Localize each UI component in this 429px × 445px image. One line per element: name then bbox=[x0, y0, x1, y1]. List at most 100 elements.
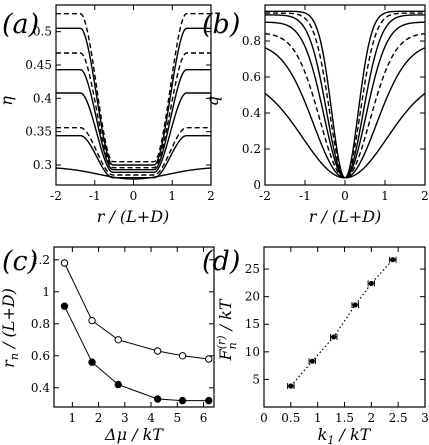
open-marker bbox=[205, 355, 213, 363]
density-curve bbox=[55, 167, 212, 180]
order-curve bbox=[265, 12, 425, 179]
density-curve bbox=[56, 27, 211, 166]
y-tick-label: 0.6 bbox=[31, 349, 50, 363]
x-tick-label: 3 bbox=[121, 411, 129, 425]
y-tick-label: 10 bbox=[245, 345, 260, 359]
y-tick-label: 0.4 bbox=[33, 91, 52, 105]
open-marker bbox=[153, 347, 162, 355]
x-tick-label: -2 bbox=[50, 189, 62, 203]
panel-a-plot: -2 -1 0 1 2 0.3 0.35 0.4 0.45 0.5 bbox=[25, 5, 215, 203]
panel-c-plot: 1 2 3 4 5 6 0.4 0.6 0.8 1 1.2 bbox=[31, 247, 214, 425]
y-tick-label: 1.2 bbox=[31, 253, 50, 267]
panel-d-xlabel: k1 / kT bbox=[318, 425, 372, 445]
panel-c-ylabel: rn / (L+D) bbox=[0, 288, 21, 368]
density-curve bbox=[56, 126, 211, 176]
density-curve bbox=[56, 92, 211, 174]
filled-marker bbox=[153, 395, 162, 403]
x-tick-label: 2 bbox=[368, 411, 376, 425]
panel-b-plot: -2 -1 0 1 2 0 0.2 0.4 0.6 0.8 bbox=[242, 5, 429, 203]
x-tick-label: -2 bbox=[259, 189, 271, 203]
y-tick-label: 0.4 bbox=[242, 106, 261, 120]
y-tick-label: 0.6 bbox=[242, 70, 261, 84]
order-curve bbox=[264, 21, 426, 179]
density-curve bbox=[56, 52, 211, 169]
open-marker bbox=[88, 316, 96, 325]
order-curve bbox=[265, 10, 425, 179]
density-curve bbox=[56, 68, 211, 171]
open-marker bbox=[178, 352, 187, 360]
panel-d-plot: 0 0.5 1 1.5 2 2.5 3 5 10 15 20 25 bbox=[245, 247, 429, 425]
panel-c-tag: (c) bbox=[2, 246, 38, 277]
radius-line bbox=[64, 262, 209, 360]
panel-a: -2 -1 0 1 2 0.3 0.35 0.4 0.45 0.5 (a) η r / (L+D) bbox=[0, 4, 215, 226]
panel-c-frame bbox=[53, 246, 215, 408]
x-tick-label: 2 bbox=[421, 189, 429, 203]
panel-d-frame bbox=[263, 246, 426, 408]
x-tick-label: 0.5 bbox=[281, 411, 300, 425]
data-point bbox=[368, 280, 374, 287]
filled-marker bbox=[88, 358, 96, 366]
y-tick-label: 1 bbox=[42, 285, 50, 299]
density-curve bbox=[56, 134, 211, 179]
y-tick-label: 25 bbox=[245, 262, 260, 276]
x-tick-label: 2 bbox=[95, 411, 103, 425]
x-tick-label: 1 bbox=[69, 411, 77, 425]
filled-marker bbox=[114, 380, 122, 389]
panel-c: 1 2 3 4 5 6 0.4 0.6 0.8 1 1.2 (c) rn / (L+D) Δμ / … bbox=[0, 246, 215, 444]
panel-b-frame bbox=[264, 4, 426, 186]
panel-a-frame bbox=[55, 4, 212, 186]
data-point bbox=[390, 257, 396, 263]
panel-b-ylabel: q bbox=[203, 96, 222, 106]
x-tick-label: 2 bbox=[207, 189, 215, 203]
order-curve bbox=[265, 14, 425, 179]
x-tick-label: 3 bbox=[421, 411, 429, 425]
x-tick-label: 6 bbox=[200, 411, 208, 425]
y-tick-label: 0.5 bbox=[33, 25, 52, 39]
y-tick-label: 0.35 bbox=[25, 125, 52, 139]
x-tick-label: -1 bbox=[89, 189, 101, 203]
y-tick-label: 0.3 bbox=[33, 158, 52, 172]
x-tick-label: 2.5 bbox=[389, 411, 408, 425]
filled-marker bbox=[178, 396, 187, 405]
y-tick-label: 5 bbox=[252, 372, 260, 386]
x-tick-label: 0 bbox=[130, 189, 138, 203]
radius-line bbox=[64, 305, 209, 402]
x-tick-label: 1.5 bbox=[335, 411, 354, 425]
y-tick-label: 0.8 bbox=[31, 317, 50, 331]
x-tick-label: 1 bbox=[314, 411, 322, 425]
open-marker bbox=[60, 259, 69, 267]
y-tick-label: 0.4 bbox=[31, 381, 50, 395]
panel-b-xlabel: r / (L+D) bbox=[309, 207, 382, 226]
panel-b: -2 -1 0 1 2 0 0.2 0.4 0.6 0.8 (b) q r / (L+D) bbox=[202, 4, 429, 226]
open-marker bbox=[114, 336, 122, 344]
panel-b-tag: (b) bbox=[202, 9, 240, 40]
data-point bbox=[352, 302, 358, 308]
data-point bbox=[309, 358, 315, 364]
y-tick-label: 0 bbox=[253, 178, 261, 192]
data-point bbox=[288, 383, 294, 389]
panel-a-tag: (a) bbox=[2, 9, 39, 40]
y-tick-label: 0.45 bbox=[25, 58, 52, 72]
x-tick-label: 0 bbox=[260, 411, 268, 425]
x-tick-label: 1 bbox=[381, 189, 389, 203]
x-tick-label: 5 bbox=[173, 411, 181, 425]
y-tick-label: 0.8 bbox=[242, 34, 261, 48]
x-tick-label: 0 bbox=[341, 189, 349, 203]
x-tick-label: 4 bbox=[147, 411, 155, 425]
y-tick-label: 15 bbox=[245, 317, 260, 331]
panel-c-xlabel: Δμ / kT bbox=[104, 425, 164, 444]
panel-a-ylabel: η bbox=[0, 96, 16, 106]
y-tick-label: 20 bbox=[245, 290, 260, 304]
order-curve bbox=[264, 47, 426, 179]
panel-d-ylabel: Fn(r) / kT bbox=[215, 298, 239, 361]
panel-d-tag: (d) bbox=[202, 246, 240, 277]
filled-marker bbox=[205, 396, 213, 405]
density-curve bbox=[56, 12, 211, 163]
y-tick-label: 0.2 bbox=[242, 142, 261, 156]
panel-d: 0 0.5 1 1.5 2 2.5 3 5 10 15 20 25 (d) Fn(r) / kT k1… bbox=[202, 246, 429, 445]
fit-line bbox=[290, 259, 394, 387]
panel-a-xlabel: r / (L+D) bbox=[97, 207, 170, 226]
data-point bbox=[331, 334, 337, 340]
x-tick-label: 1 bbox=[168, 189, 176, 203]
